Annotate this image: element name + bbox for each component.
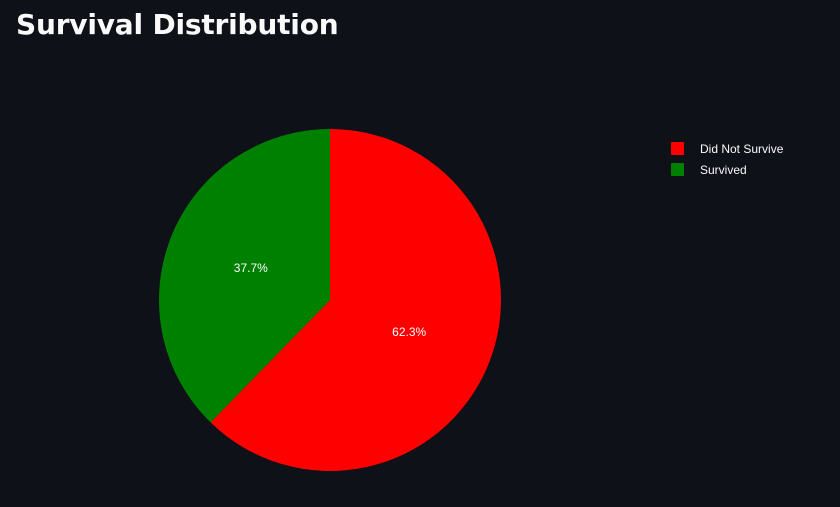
legend-swatch-survived bbox=[671, 163, 684, 176]
legend-label-did-not-survive: Did Not Survive bbox=[700, 141, 784, 156]
legend-label-survived: Survived bbox=[700, 162, 747, 177]
legend-item-did-not-survive[interactable]: Did Not Survive bbox=[671, 138, 783, 159]
pie-chart-svg: 62.3% 37.7% bbox=[159, 129, 501, 471]
page-title: Survival Distribution bbox=[16, 8, 339, 41]
pie-slice-survived[interactable] bbox=[159, 129, 330, 423]
slice-label-did-not-survive: 62.3% bbox=[392, 325, 426, 339]
pie-chart: 62.3% 37.7% Did Not Survive Survived bbox=[0, 60, 840, 507]
pie-slice-did-not-survive[interactable] bbox=[210, 129, 501, 471]
slice-label-survived: 37.7% bbox=[234, 261, 268, 275]
legend-item-survived[interactable]: Survived bbox=[671, 159, 783, 180]
legend-swatch-did-not-survive bbox=[671, 142, 684, 155]
chart-legend: Did Not Survive Survived bbox=[671, 138, 783, 180]
